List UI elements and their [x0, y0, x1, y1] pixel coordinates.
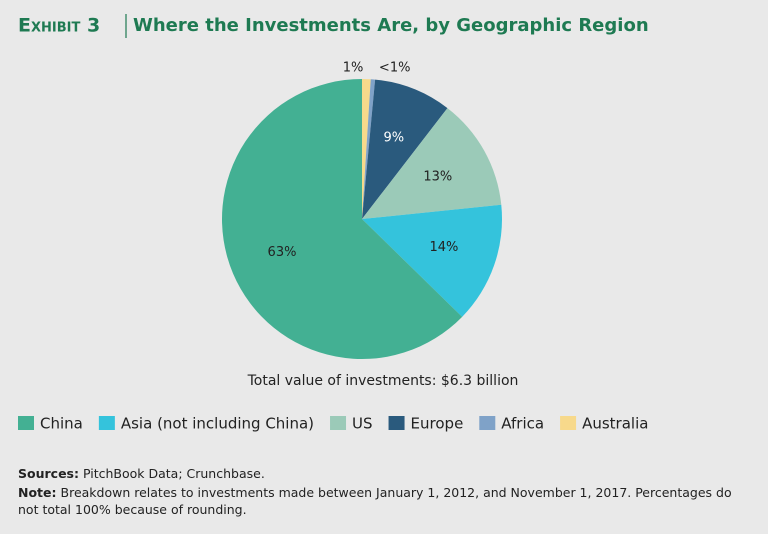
legend-swatch	[18, 416, 34, 430]
legend: China Asia (not including China) US Europe A…	[18, 415, 648, 433]
pie-slice	[222, 79, 463, 359]
legend-label: US	[352, 415, 373, 433]
exhibit-label: Exhibit 3	[18, 15, 100, 37]
annotation: Total value of investments: $6.3 billion	[247, 373, 519, 389]
legend-swatch	[560, 416, 577, 430]
chart-title: Where the Investments Are, by Geographic…	[133, 15, 649, 36]
legend-label: China	[40, 415, 83, 433]
legend-label: Africa	[501, 415, 544, 433]
data-label: 63%	[268, 245, 297, 260]
data-label: 9%	[383, 131, 404, 146]
sources-text: PitchBook Data; Crunchbase.	[82, 466, 265, 481]
pie-slice	[362, 108, 502, 219]
data-label: <1%	[379, 61, 411, 76]
data-label: 14%	[429, 240, 458, 255]
legend-swatch	[479, 416, 496, 430]
legend-label: Asia (not including China)	[121, 415, 314, 433]
note-text: Breakdown relates to investments made be…	[18, 485, 732, 517]
legend-label: Europe	[411, 415, 464, 433]
sources-label: Sources:	[18, 466, 79, 481]
data-label: 1%	[343, 61, 364, 76]
legend-swatch	[330, 416, 347, 430]
pie-slice	[362, 204, 503, 317]
pie-slice	[362, 79, 448, 219]
legend-label: Australia	[582, 415, 648, 433]
note: Note: Breakdown relates to investments m…	[18, 484, 738, 518]
pie-slice	[362, 79, 376, 219]
data-label: 13%	[423, 169, 452, 184]
legend-swatch	[98, 416, 115, 430]
pie-slice	[362, 79, 371, 219]
note-label: Note:	[18, 485, 57, 500]
legend-swatch	[388, 416, 405, 430]
sources: Sources: PitchBook Data; Crunchbase.	[18, 465, 738, 482]
